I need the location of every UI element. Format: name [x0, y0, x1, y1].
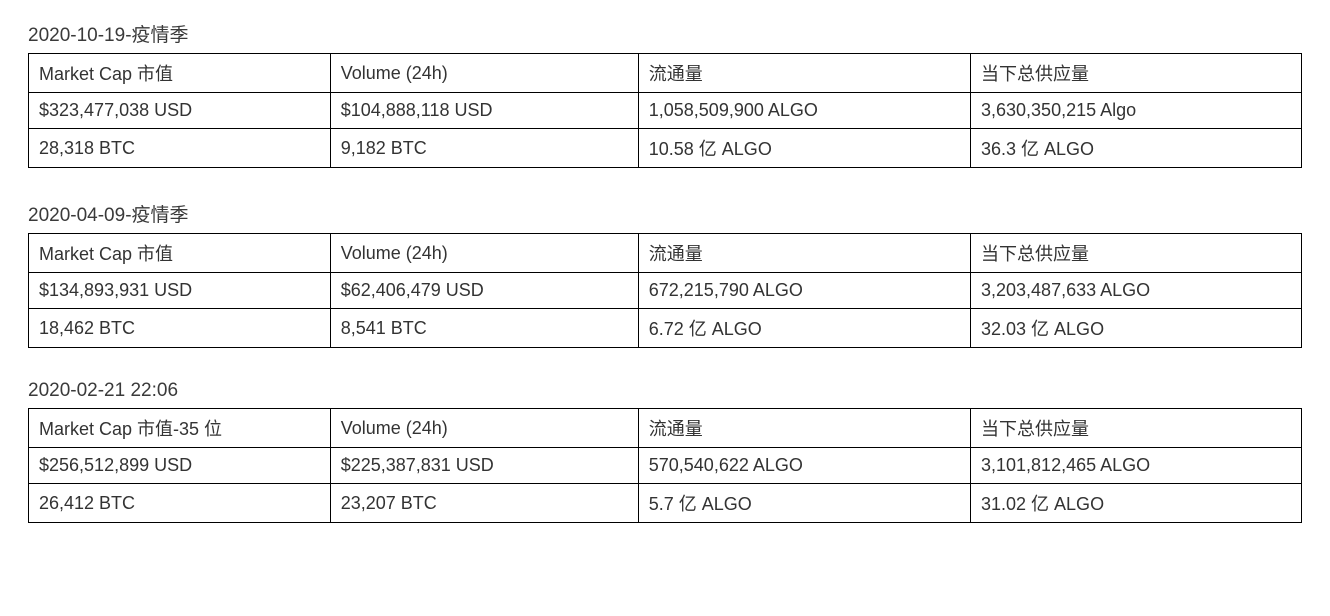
cell-volume-usd: $225,387,831 USD: [330, 448, 638, 484]
cell-market-cap-usd: $323,477,038 USD: [29, 93, 331, 129]
cell-market-cap-btc: 26,412 BTC: [29, 484, 331, 523]
cell-volume-btc: 8,541 BTC: [330, 309, 638, 348]
table-row: $134,893,931 USD $62,406,479 USD 672,215…: [29, 273, 1302, 309]
cell-circulation-algo: 1,058,509,900 ALGO: [638, 93, 970, 129]
section-2020-04-09: 2020-04-09-疫情季 Market Cap 市值 Volume (24h…: [28, 200, 1302, 348]
cell-total-supply-algo: 3,630,350,215 Algo: [971, 93, 1302, 129]
cell-market-cap-usd: $256,512,899 USD: [29, 448, 331, 484]
cell-market-cap-usd: $134,893,931 USD: [29, 273, 331, 309]
table-row: Market Cap 市值 Volume (24h) 流通量 当下总供应量: [29, 54, 1302, 93]
header-total-supply: 当下总供应量: [971, 234, 1302, 273]
cell-volume-usd: $104,888,118 USD: [330, 93, 638, 129]
table-row: 26,412 BTC 23,207 BTC 5.7 亿 ALGO 31.02 亿…: [29, 484, 1302, 523]
table-row: $323,477,038 USD $104,888,118 USD 1,058,…: [29, 93, 1302, 129]
header-volume: Volume (24h): [330, 54, 638, 93]
cell-volume-btc: 23,207 BTC: [330, 484, 638, 523]
table-row: Market Cap 市值 Volume (24h) 流通量 当下总供应量: [29, 234, 1302, 273]
section-2020-10-19: 2020-10-19-疫情季 Market Cap 市值 Volume (24h…: [28, 20, 1302, 168]
cell-total-supply-algo: 3,203,487,633 ALGO: [971, 273, 1302, 309]
cell-total-supply-yi: 32.03 亿 ALGO: [971, 309, 1302, 348]
header-market-cap: Market Cap 市值-35 位: [29, 409, 331, 448]
table-row: 18,462 BTC 8,541 BTC 6.72 亿 ALGO 32.03 亿…: [29, 309, 1302, 348]
data-table: Market Cap 市值 Volume (24h) 流通量 当下总供应量 $1…: [28, 233, 1302, 348]
header-volume: Volume (24h): [330, 234, 638, 273]
cell-market-cap-btc: 18,462 BTC: [29, 309, 331, 348]
header-market-cap: Market Cap 市值: [29, 54, 331, 93]
cell-total-supply-yi: 36.3 亿 ALGO: [971, 129, 1302, 168]
cell-circulation-algo: 570,540,622 ALGO: [638, 448, 970, 484]
cell-total-supply-yi: 31.02 亿 ALGO: [971, 484, 1302, 523]
cell-circulation-yi: 5.7 亿 ALGO: [638, 484, 970, 523]
cell-circulation-yi: 6.72 亿 ALGO: [638, 309, 970, 348]
section-title: 2020-10-19-疫情季: [28, 20, 1302, 47]
header-total-supply: 当下总供应量: [971, 54, 1302, 93]
header-total-supply: 当下总供应量: [971, 409, 1302, 448]
cell-market-cap-btc: 28,318 BTC: [29, 129, 331, 168]
cell-circulation-yi: 10.58 亿 ALGO: [638, 129, 970, 168]
header-volume: Volume (24h): [330, 409, 638, 448]
data-table: Market Cap 市值 Volume (24h) 流通量 当下总供应量 $3…: [28, 53, 1302, 168]
cell-total-supply-algo: 3,101,812,465 ALGO: [971, 448, 1302, 484]
header-market-cap: Market Cap 市值: [29, 234, 331, 273]
header-circulation: 流通量: [638, 54, 970, 93]
cell-circulation-algo: 672,215,790 ALGO: [638, 273, 970, 309]
data-table: Market Cap 市值-35 位 Volume (24h) 流通量 当下总供…: [28, 408, 1302, 523]
table-row: 28,318 BTC 9,182 BTC 10.58 亿 ALGO 36.3 亿…: [29, 129, 1302, 168]
table-row: $256,512,899 USD $225,387,831 USD 570,54…: [29, 448, 1302, 484]
table-row: Market Cap 市值-35 位 Volume (24h) 流通量 当下总供…: [29, 409, 1302, 448]
cell-volume-usd: $62,406,479 USD: [330, 273, 638, 309]
section-title: 2020-04-09-疫情季: [28, 200, 1302, 227]
cell-volume-btc: 9,182 BTC: [330, 129, 638, 168]
section-2020-02-21: 2020-02-21 22:06 Market Cap 市值-35 位 Volu…: [28, 380, 1302, 523]
header-circulation: 流通量: [638, 409, 970, 448]
header-circulation: 流通量: [638, 234, 970, 273]
section-title: 2020-02-21 22:06: [28, 380, 1302, 402]
